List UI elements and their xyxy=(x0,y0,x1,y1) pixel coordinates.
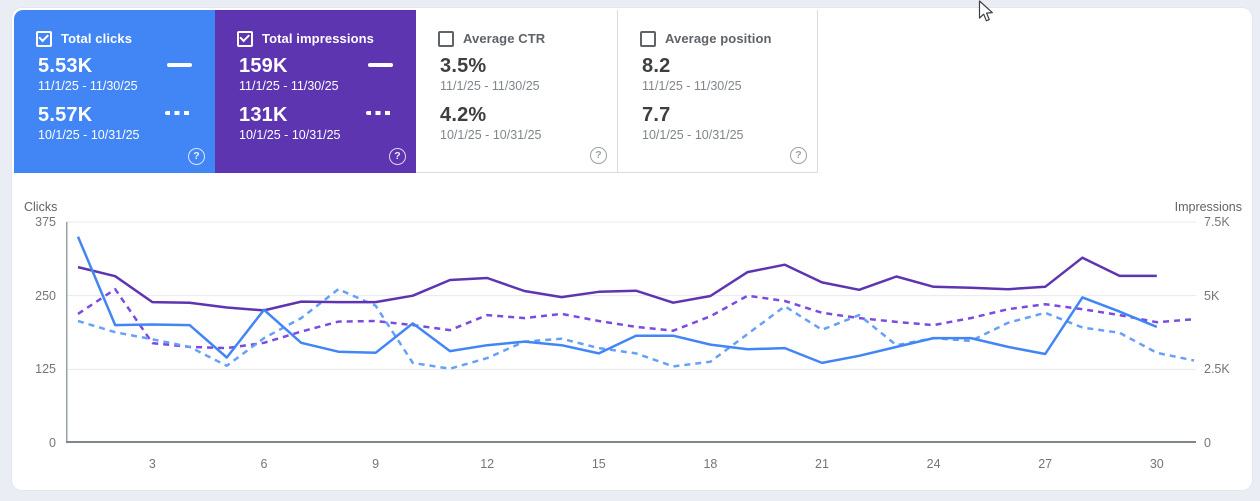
x-tick-label: 18 xyxy=(703,457,718,471)
metric-value-previous: 5.57K xyxy=(38,104,93,126)
metric-range-previous: 10/1/25 - 10/31/25 xyxy=(38,128,140,142)
metric-card-total-clicks[interactable]: Total clicks 5.53K 11/1/25 - 11/30/25 5.… xyxy=(14,10,215,173)
metric-card-label: Average position xyxy=(665,31,772,46)
metric-card-label: Total clicks xyxy=(61,31,133,46)
total-clicks-checkbox[interactable] xyxy=(36,30,52,47)
mouse-cursor xyxy=(978,0,993,22)
right-tick-label: 5K xyxy=(1204,288,1220,303)
average-ctr-checkbox[interactable] xyxy=(438,30,454,47)
metric-range-current: 11/1/25 - 11/30/25 xyxy=(38,79,138,93)
x-tick-label: 30 xyxy=(1149,457,1164,471)
right-tick-label: 7.5K xyxy=(1204,215,1230,229)
x-tick-label: 12 xyxy=(480,457,495,471)
metric-value-previous: 131K xyxy=(239,104,288,126)
metric-value-current: 159K xyxy=(239,55,288,77)
metric-card-total-impressions[interactable]: Total impressions 159K 11/1/25 - 11/30/2… xyxy=(215,10,416,173)
help-icon[interactable]: ? xyxy=(389,148,406,165)
metric-range-current: 11/1/25 - 11/30/25 xyxy=(440,79,540,93)
x-tick-label: 21 xyxy=(815,457,829,471)
metric-value-previous: 7.7 xyxy=(642,104,671,126)
x-tick-label: 9 xyxy=(372,457,380,471)
metric-range-current: 11/1/25 - 11/30/25 xyxy=(642,79,742,93)
help-icon[interactable]: ? xyxy=(790,147,807,164)
metric-card-average-position[interactable]: Average position 8.2 11/1/25 - 11/30/25 … xyxy=(617,10,818,173)
help-icon[interactable]: ? xyxy=(188,148,205,165)
solid-line-legend-mark xyxy=(368,63,393,67)
dashed-line-legend-mark xyxy=(366,111,393,115)
x-tick-label: 24 xyxy=(926,457,941,471)
performance-chart: Clicks Impressions 375 250 125 0 7.5K 5K 2.5K… xyxy=(12,8,1252,490)
performance-panel: Total clicks 5.53K 11/1/25 - 11/30/25 5.… xyxy=(12,8,1252,490)
metric-value-current: 8.2 xyxy=(642,55,671,77)
solid-line-legend-mark xyxy=(167,63,192,67)
right-axis-title: Impressions xyxy=(1174,200,1242,214)
metric-range-previous: 10/1/25 - 10/31/25 xyxy=(440,128,542,142)
left-tick-label: 375 xyxy=(35,215,56,229)
average-position-checkbox[interactable] xyxy=(640,30,656,47)
metric-range-current: 11/1/25 - 11/30/25 xyxy=(239,79,339,93)
left-tick-label: 0 xyxy=(49,436,56,450)
x-tick-label: 15 xyxy=(591,457,606,471)
metric-card-label: Average CTR xyxy=(463,31,546,46)
x-tick-label: 6 xyxy=(260,457,268,471)
left-axis-title: Clicks xyxy=(24,200,58,214)
metric-range-previous: 10/1/25 - 10/31/25 xyxy=(239,128,341,142)
dashed-line-legend-mark xyxy=(165,111,192,115)
chart-plot-area[interactable] xyxy=(66,221,1196,443)
x-tick-label: 27 xyxy=(1038,457,1053,471)
metric-card-average-ctr[interactable]: Average CTR 3.5% 11/1/25 - 11/30/25 4.2%… xyxy=(416,10,617,173)
metric-value-previous: 4.2% xyxy=(440,104,487,126)
metric-tiles-row: Total clicks 5.53K 11/1/25 - 11/30/25 5.… xyxy=(14,10,818,173)
left-tick-label: 250 xyxy=(35,288,56,303)
help-icon[interactable]: ? xyxy=(590,147,607,164)
metric-value-current: 5.53K xyxy=(38,55,93,77)
left-tick-label: 125 xyxy=(35,362,56,377)
metric-value-current: 3.5% xyxy=(440,55,487,77)
metric-range-previous: 10/1/25 - 10/31/25 xyxy=(642,128,744,142)
metric-card-label: Total impressions xyxy=(262,31,374,46)
x-tick-label: 3 xyxy=(148,457,156,471)
total-impressions-checkbox[interactable] xyxy=(237,30,253,47)
right-tick-label: 0 xyxy=(1204,436,1211,450)
right-tick-label: 2.5K xyxy=(1204,362,1230,377)
